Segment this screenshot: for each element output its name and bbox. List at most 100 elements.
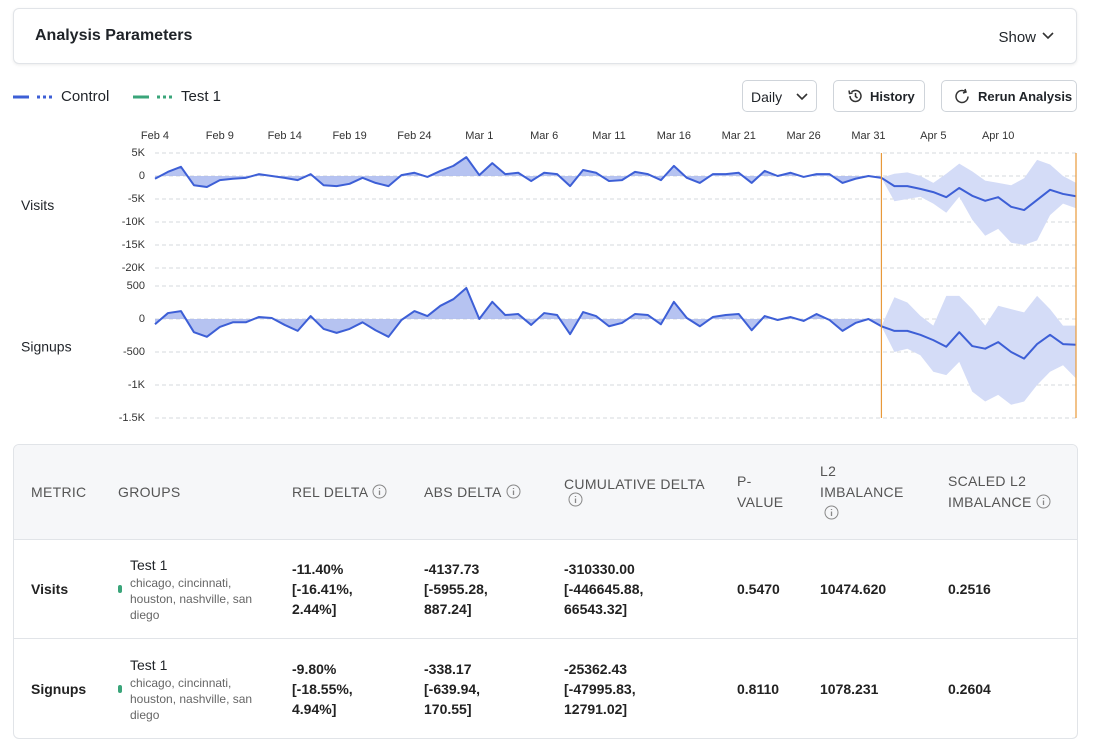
header-title: Analysis Parameters [35,27,193,44]
y-tick-label: 500 [127,280,145,292]
x-tick-label: Mar 6 [530,130,558,142]
p-value-cell: 0.5470 [737,539,820,639]
metric-cell: Visits [14,539,118,639]
chart: Visits 5K 0 -5K -10K -15K -20K Feb 4 Feb 9 Feb 14… [21,130,1077,424]
y-tick-label: 0 [139,313,145,325]
cell-text: 0.2516 [948,581,991,597]
x-tick-label: Apr 5 [920,130,946,142]
x-tick-label: Mar 21 [722,130,756,142]
info-icon[interactable] [824,505,839,520]
row-label: Signups [21,339,72,355]
rerun-button[interactable]: Rerun Analysis [941,80,1077,112]
column-label: REL DELTA [292,484,369,500]
delta-line [154,286,1077,360]
table-row[interactable]: Signups Test 1 chicago, cincinnati, houst… [14,639,1077,739]
y-tick-label: -5K [128,193,146,205]
l2-cell: 1078.231 [820,639,948,739]
legend-label: Test 1 [181,88,222,105]
info-icon[interactable] [372,484,387,499]
cell-text: 10474.620 [820,581,887,597]
x-tick-label: Feb 9 [206,130,234,142]
column-header: GROUPS [118,445,292,540]
x-tick-label: Mar 11 [592,130,625,142]
info-icon[interactable] [1036,494,1051,509]
cell-text: -310330.00 [564,561,635,577]
cell-text: [-446645.88, 66543.32] [564,581,644,617]
confidence-band [881,159,1076,245]
cell-text: [-18.55%, 4.94%] [292,680,353,717]
column-header: P-VALUE [737,445,820,540]
cell-text: [-639.94, 170.55] [424,680,481,717]
cell-text: Signups [31,680,87,697]
column-label: METRIC [31,484,87,500]
x-tick-label: Apr 10 [982,130,1014,142]
column-label: SCALED L2 IMBALANCE [948,473,1032,510]
x-tick-label: Feb 4 [141,130,169,142]
scaled-l2-cell: 0.2604 [948,639,1077,739]
button-label: Rerun Analysis [978,89,1073,104]
cell-text: -11.40% [292,561,344,577]
y-tick-label: -500 [123,346,145,358]
p-value-cell: 0.8110 [737,639,820,739]
column-header: CUMULATIVE DELTA [564,445,737,540]
parameters-header[interactable]: Analysis Parameters Show [13,8,1077,64]
rerun-icon [955,88,969,104]
cell-text: 0.2604 [948,680,991,697]
cell-text: 1078.231 [820,680,879,697]
cell-text: -338.17 [424,660,472,677]
row-label: Visits [21,197,54,213]
cell-text: 0.8110 [737,680,780,697]
cumulative-delta-cell: -310330.00 [-446645.88, 66543.32] [564,539,737,639]
cell-text: -9.80% [292,660,337,677]
y-tick-label: 0 [139,170,145,182]
group-detail: chicago, cincinnati, houston, nashville,… [130,675,253,722]
show-toggle[interactable]: Show [998,29,1036,46]
table-row[interactable]: Visits Test 1 chicago, cincinnati, housto… [14,539,1077,639]
button-label: History [870,89,915,104]
column-label: CUMULATIVE DELTA [564,476,705,492]
y-tick-label: -20K [122,262,146,274]
confidence-band [881,295,1076,405]
column-label: L2 IMBALANCE [820,462,904,500]
scaled-l2-cell: 0.2516 [948,539,1077,639]
rel-delta-cell: -11.40% [-16.41%, 2.44%] [292,539,424,639]
abs-delta-cell: -4137.73 [-5955.28, 887.24] [424,539,564,639]
cell-text: [-5955.28, 887.24] [424,581,488,617]
info-icon[interactable] [506,484,521,499]
chevron-icon [796,93,808,101]
column-header: ABS DELTA [424,445,564,540]
pre-period-area [155,157,882,188]
column-label: ABS DELTA [424,484,502,500]
x-tick-label: Mar 1 [465,130,493,142]
rel-delta-cell: -9.80% [-18.55%, 4.94%] [292,639,424,739]
history-button[interactable]: History [833,80,925,112]
x-tick-label: Feb 24 [397,130,431,142]
cumulative-delta-cell: -25362.43 [-47995.83, 12791.02] [564,639,737,739]
x-tick-label: Feb 14 [268,130,302,142]
info-icon[interactable] [568,492,583,507]
column-label: GROUPS [118,484,181,500]
chevron-icon [1042,32,1054,40]
cell-text: -25362.43 [564,660,628,677]
granularity-select[interactable]: Daily [742,80,817,112]
column-header: L2 IMBALANCE [820,445,948,540]
results-table-card: METRIC GROUPS REL DELTA ABS DELTA CUMULA… [13,444,1078,739]
y-tick-label: -1.5K [119,412,146,424]
metric-cell: Signups [14,639,118,739]
select-value: Daily [751,89,783,105]
column-header: REL DELTA [292,445,424,540]
column-header: METRIC [14,445,118,540]
x-tick-label: Mar 26 [786,130,820,142]
legend-label: Control [61,88,110,105]
x-tick-label: Mar 16 [657,130,691,142]
y-tick-label: -15K [122,239,146,251]
delta-line [154,156,1077,212]
x-tick-label: Mar 31 [851,130,885,142]
pre-period-area [155,287,882,337]
group-dot [118,585,122,593]
groups-cell: Test 1 chicago, cincinnati, houston, nash… [118,539,292,639]
cell-text: -4137.73 [424,561,480,577]
cell-text: 0.5470 [737,581,780,597]
